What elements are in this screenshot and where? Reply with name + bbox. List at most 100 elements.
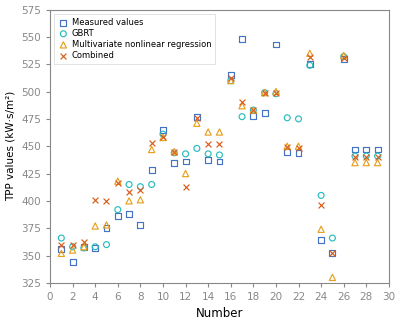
Multivariate nonlinear regression	[261, 90, 268, 95]
Measured values	[148, 168, 155, 173]
Combined	[227, 76, 234, 81]
Multivariate nonlinear regression	[295, 143, 302, 149]
Measured values	[340, 56, 347, 61]
Combined	[182, 184, 189, 189]
Multivariate nonlinear regression	[205, 129, 211, 135]
Measured values	[137, 222, 144, 228]
Multivariate nonlinear regression	[329, 275, 336, 280]
Combined	[126, 189, 132, 195]
Multivariate nonlinear regression	[284, 143, 290, 149]
GBRT	[216, 152, 223, 157]
Combined	[194, 115, 200, 120]
Combined	[375, 155, 381, 160]
Combined	[363, 155, 369, 160]
GBRT	[81, 245, 87, 250]
Multivariate nonlinear regression	[227, 78, 234, 83]
Multivariate nonlinear regression	[148, 147, 155, 152]
Multivariate nonlinear regression	[126, 198, 132, 203]
GBRT	[115, 207, 121, 212]
Multivariate nonlinear regression	[92, 223, 98, 229]
GBRT	[137, 184, 144, 189]
GBRT	[318, 193, 324, 198]
Multivariate nonlinear regression	[250, 108, 257, 113]
Combined	[69, 242, 76, 247]
Measured values	[352, 147, 358, 152]
Multivariate nonlinear regression	[137, 197, 144, 202]
Measured values	[58, 246, 65, 252]
Measured values	[69, 259, 76, 265]
Multivariate nonlinear regression	[160, 135, 166, 140]
Measured values	[261, 111, 268, 116]
Multivariate nonlinear regression	[363, 160, 369, 165]
Multivariate nonlinear regression	[103, 222, 110, 228]
GBRT	[363, 154, 369, 159]
Measured values	[363, 147, 369, 152]
Combined	[148, 140, 155, 145]
GBRT	[69, 244, 76, 249]
Multivariate nonlinear regression	[375, 160, 381, 165]
GBRT	[329, 235, 336, 241]
Combined	[239, 100, 245, 105]
Multivariate nonlinear regression	[58, 251, 65, 256]
Measured values	[81, 244, 87, 249]
Multivariate nonlinear regression	[273, 89, 279, 94]
Measured values	[227, 73, 234, 78]
Measured values	[284, 149, 290, 154]
Measured values	[295, 150, 302, 156]
Multivariate nonlinear regression	[352, 160, 358, 165]
Combined	[340, 55, 347, 60]
GBRT	[239, 114, 245, 119]
GBRT	[295, 116, 302, 122]
Measured values	[273, 42, 279, 47]
GBRT	[182, 151, 189, 156]
GBRT	[261, 90, 268, 95]
Combined	[318, 203, 324, 208]
GBRT	[194, 146, 200, 151]
Combined	[352, 155, 358, 160]
Measured values	[318, 238, 324, 243]
Multivariate nonlinear regression	[69, 247, 76, 253]
GBRT	[352, 154, 358, 159]
GBRT	[103, 242, 110, 247]
Combined	[92, 197, 98, 202]
Multivariate nonlinear regression	[239, 103, 245, 108]
Measured values	[115, 214, 121, 219]
GBRT	[148, 182, 155, 187]
Measured values	[103, 226, 110, 231]
Measured values	[250, 113, 257, 118]
Measured values	[216, 159, 223, 164]
Measured values	[239, 37, 245, 42]
Combined	[250, 108, 257, 113]
Combined	[115, 181, 121, 186]
Legend: Measured values, GBRT, Multivariate nonlinear regression, Combined: Measured values, GBRT, Multivariate nonl…	[54, 14, 215, 64]
GBRT	[227, 78, 234, 83]
Measured values	[205, 158, 211, 163]
Combined	[171, 149, 178, 154]
Combined	[273, 90, 279, 95]
Combined	[103, 198, 110, 203]
Combined	[307, 54, 313, 59]
Measured values	[126, 211, 132, 216]
GBRT	[375, 154, 381, 159]
Measured values	[375, 147, 381, 152]
Multivariate nonlinear regression	[318, 227, 324, 232]
Multivariate nonlinear regression	[194, 121, 200, 126]
Measured values	[329, 251, 336, 256]
Measured values	[92, 245, 98, 250]
Combined	[216, 141, 223, 147]
GBRT	[273, 91, 279, 96]
Combined	[295, 146, 302, 151]
Combined	[160, 135, 166, 140]
Combined	[137, 187, 144, 193]
GBRT	[126, 182, 132, 187]
Multivariate nonlinear regression	[216, 129, 223, 135]
Measured values	[160, 127, 166, 132]
Combined	[284, 145, 290, 150]
GBRT	[160, 132, 166, 137]
GBRT	[58, 235, 65, 241]
Measured values	[307, 62, 313, 67]
Measured values	[171, 160, 178, 165]
X-axis label: Number: Number	[196, 307, 243, 320]
Measured values	[182, 159, 189, 164]
Multivariate nonlinear regression	[115, 179, 121, 184]
